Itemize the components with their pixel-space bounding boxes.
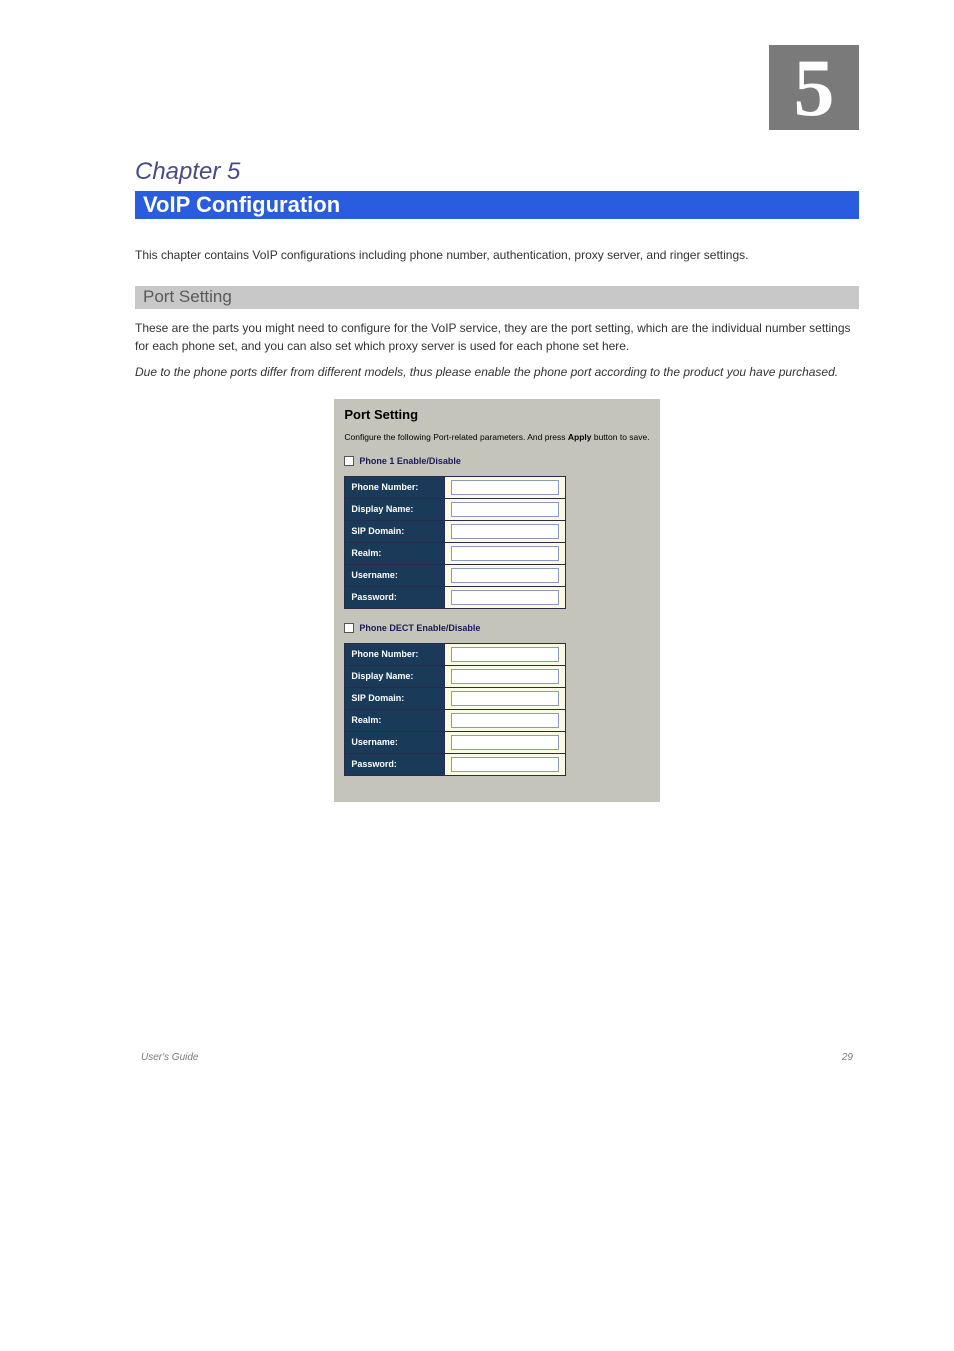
field-label: SIP Domain: [345, 520, 445, 542]
phone1-section: Phone 1 Enable/Disable Phone Number: Dis… [344, 456, 649, 609]
dect-displayname-input[interactable] [451, 669, 559, 684]
table-row: Realm: [345, 709, 566, 731]
phone1-table: Phone Number: Display Name: SIP Domain: … [344, 476, 566, 609]
phone-dect-enable-checkbox[interactable] [344, 623, 354, 633]
field-value-cell [445, 687, 566, 709]
field-label: Username: [345, 731, 445, 753]
field-label: Username: [345, 564, 445, 586]
dect-username-input[interactable] [451, 735, 559, 750]
phone-dect-enable-row: Phone DECT Enable/Disable [344, 623, 649, 633]
field-value-cell [445, 498, 566, 520]
field-value-cell [445, 476, 566, 498]
section-desc-2: Due to the phone ports differ from diffe… [135, 363, 859, 381]
field-label: Realm: [345, 542, 445, 564]
chapter-title-bar: VoIP Configuration [135, 191, 859, 219]
field-label: Password: [345, 586, 445, 608]
field-value-cell [445, 665, 566, 687]
phone1-username-input[interactable] [451, 568, 559, 583]
table-row: Username: [345, 564, 566, 586]
table-row: Username: [345, 731, 566, 753]
field-label: Display Name: [345, 665, 445, 687]
figure-container: Port Setting Configure the following Por… [135, 399, 859, 802]
phone1-displayname-input[interactable] [451, 502, 559, 517]
page-footer: User's Guide 29 [135, 1052, 859, 1063]
phone-dect-enable-label: Phone DECT Enable/Disable [359, 623, 480, 633]
field-value-cell [445, 753, 566, 775]
section-desc-1: These are the parts you might need to co… [135, 319, 859, 355]
phone-dect-section: Phone DECT Enable/Disable Phone Number: … [344, 623, 649, 776]
phone1-sipdomain-input[interactable] [451, 524, 559, 539]
phone1-password-input[interactable] [451, 590, 559, 605]
table-row: Password: [345, 586, 566, 608]
phone1-enable-label: Phone 1 Enable/Disable [359, 456, 461, 466]
footer-page-number: 29 [842, 1052, 853, 1063]
field-value-cell [445, 731, 566, 753]
field-value-cell [445, 643, 566, 665]
table-row: SIP Domain: [345, 687, 566, 709]
section-title: Port Setting [143, 287, 232, 307]
field-value-cell [445, 564, 566, 586]
field-label: Password: [345, 753, 445, 775]
port-setting-figure: Port Setting Configure the following Por… [334, 399, 659, 802]
field-value-cell [445, 709, 566, 731]
field-label: Phone Number: [345, 643, 445, 665]
table-row: SIP Domain: [345, 520, 566, 542]
phone-dect-table: Phone Number: Display Name: SIP Domain: … [344, 643, 566, 776]
phone1-realm-input[interactable] [451, 546, 559, 561]
field-value-cell [445, 586, 566, 608]
dect-number-input[interactable] [451, 647, 559, 662]
footer-title: User's Guide [141, 1052, 199, 1063]
table-row: Phone Number: [345, 643, 566, 665]
dect-sipdomain-input[interactable] [451, 691, 559, 706]
table-row: Display Name: [345, 498, 566, 520]
table-row: Password: [345, 753, 566, 775]
field-label: Phone Number: [345, 476, 445, 498]
field-value-cell [445, 520, 566, 542]
figure-description: Configure the following Port-related par… [344, 432, 649, 442]
dect-password-input[interactable] [451, 757, 559, 772]
chapter-number: 5 [794, 47, 835, 129]
field-label: Realm: [345, 709, 445, 731]
phone1-enable-checkbox[interactable] [344, 456, 354, 466]
phone1-number-input[interactable] [451, 480, 559, 495]
section-title-bar: Port Setting [135, 286, 859, 309]
field-label: SIP Domain: [345, 687, 445, 709]
table-row: Phone Number: [345, 476, 566, 498]
dect-realm-input[interactable] [451, 713, 559, 728]
chapter-badge: 5 [769, 45, 859, 130]
chapter-title: VoIP Configuration [143, 192, 340, 218]
figure-title: Port Setting [344, 407, 649, 422]
table-row: Realm: [345, 542, 566, 564]
chapter-label: Chapter 5 [135, 158, 859, 186]
phone1-enable-row: Phone 1 Enable/Disable [344, 456, 649, 466]
table-row: Display Name: [345, 665, 566, 687]
intro-text: This chapter contains VoIP configuration… [135, 247, 859, 264]
field-value-cell [445, 542, 566, 564]
field-label: Display Name: [345, 498, 445, 520]
